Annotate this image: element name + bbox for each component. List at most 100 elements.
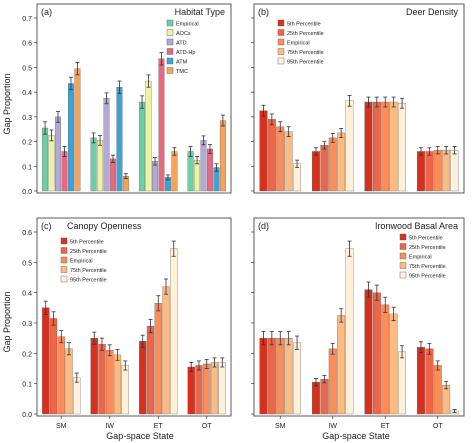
legend-label: 95th Percentile [409, 274, 446, 280]
bar [194, 159, 201, 192]
legend-swatch [60, 247, 68, 254]
bar [170, 248, 178, 415]
y-axis-label-top: Gap Proportion [2, 73, 12, 134]
legend-label: 95th Percentile [70, 278, 107, 284]
legend-label: 75th Percentile [409, 264, 446, 270]
legend-swatch [60, 266, 68, 273]
legend-swatch [277, 48, 285, 55]
bar [90, 338, 98, 415]
y-tick-label: 0.6 [22, 41, 32, 48]
y-tick-label: 0.4 [22, 90, 32, 97]
x-axis-label-right: Gap-space State [322, 431, 390, 441]
bar [158, 58, 165, 192]
bar [398, 351, 406, 415]
legend-label: ATM [176, 60, 188, 66]
chart-title: Ironwood Basal Area [375, 221, 458, 231]
legend-label: AOCs [176, 31, 191, 37]
chart-title: Canopy Openness [67, 221, 142, 231]
bar [90, 137, 97, 192]
chart-panel-4: SM IW ET OT (d) Ironwood Basal Area 5th Percen… [251, 217, 465, 430]
y-tick-label: 0.3 [22, 115, 32, 122]
chart-title: Habitat Type [175, 7, 225, 17]
y-tick-label: 0.2 [22, 140, 32, 147]
bar [61, 151, 68, 192]
legend-swatch [399, 252, 407, 260]
bar [267, 119, 276, 192]
legend: 5th Percentile 25th Percentile Empirical 75… [399, 233, 446, 280]
bar [154, 303, 162, 415]
legend-label: 5th Percentile [409, 236, 443, 242]
bar [372, 292, 381, 415]
legend-label: ATD-Hp [176, 50, 195, 56]
chart-title: Deer Density [406, 7, 459, 17]
y-tick-label: 0.7 [22, 16, 32, 23]
y-tick-label: 0.1 [22, 164, 32, 171]
bar [425, 151, 434, 192]
bar [293, 342, 301, 415]
x-tick-label: OT [202, 423, 212, 430]
y-tick-label: 0.2 [22, 351, 32, 358]
bar [139, 341, 147, 415]
legend-swatch [277, 19, 285, 27]
bar [219, 120, 226, 192]
y-tick-label: 0.3 [22, 321, 32, 328]
legend-swatch [166, 29, 174, 36]
legend-label: TMC [176, 69, 188, 75]
bar [320, 378, 329, 415]
legend-swatch [60, 256, 68, 264]
legend-label: 25th Percentile [70, 249, 107, 255]
bar [328, 348, 337, 415]
bar [195, 365, 203, 415]
bar [276, 338, 285, 415]
bar [381, 101, 390, 192]
bar [259, 110, 268, 192]
bar [97, 140, 104, 192]
bar [74, 68, 81, 192]
bar [389, 313, 398, 415]
y-tick-label: 0.6 [22, 230, 32, 237]
bar [433, 150, 442, 192]
chart-panel-2: (b) Deer Density 5th Percentile 25th Percen… [251, 3, 465, 194]
bar [139, 101, 146, 192]
legend-label: 25th Percentile [409, 245, 446, 251]
plot-frame [253, 217, 465, 417]
legend-label: 25th Percentile [287, 31, 324, 37]
x-tick-label: IW [105, 423, 114, 430]
bar [442, 385, 451, 415]
bar [152, 161, 159, 192]
y-tick-label: 0.0 [22, 189, 32, 196]
bar [311, 151, 320, 192]
bar [320, 145, 329, 192]
bar [416, 151, 425, 192]
x-tick-label: ET [381, 423, 391, 430]
legend-swatch [166, 67, 174, 74]
legend-swatch [166, 38, 174, 46]
bar [187, 151, 194, 192]
bar [171, 151, 178, 192]
bar [203, 363, 211, 415]
bar [49, 318, 58, 415]
bar [57, 336, 65, 415]
bar [259, 338, 268, 415]
legend-swatch [399, 243, 407, 250]
bar [284, 131, 293, 192]
y-tick-label: 0.5 [22, 65, 32, 72]
chart-panel-3: 0.0 0.1 0.2 0.3 0.4 0.5 0.6 SM IW ET OT (c) Canopy O… [22, 217, 232, 430]
chart-panels: 0.0 0.1 0.2 0.3 0.4 0.5 0.6 0.7 (a) Habitat Type E… [22, 3, 465, 430]
legend-label: 95th Percentile [287, 60, 324, 66]
bar [210, 362, 219, 415]
bar [162, 286, 170, 415]
legend: 5th Percentile 25th Percentile Empirical 75… [60, 237, 107, 284]
panel-label: (d) [258, 221, 269, 231]
bar [425, 348, 434, 415]
bar [337, 132, 346, 192]
legend-label: Empirical [176, 22, 199, 28]
bar [389, 101, 398, 192]
bar [206, 148, 213, 192]
panel-label: (b) [258, 7, 269, 17]
bar [110, 158, 116, 192]
bar [146, 325, 155, 415]
legend-swatch [166, 48, 174, 55]
x-tick-label: SM [275, 423, 286, 430]
legend-swatch [277, 38, 285, 46]
